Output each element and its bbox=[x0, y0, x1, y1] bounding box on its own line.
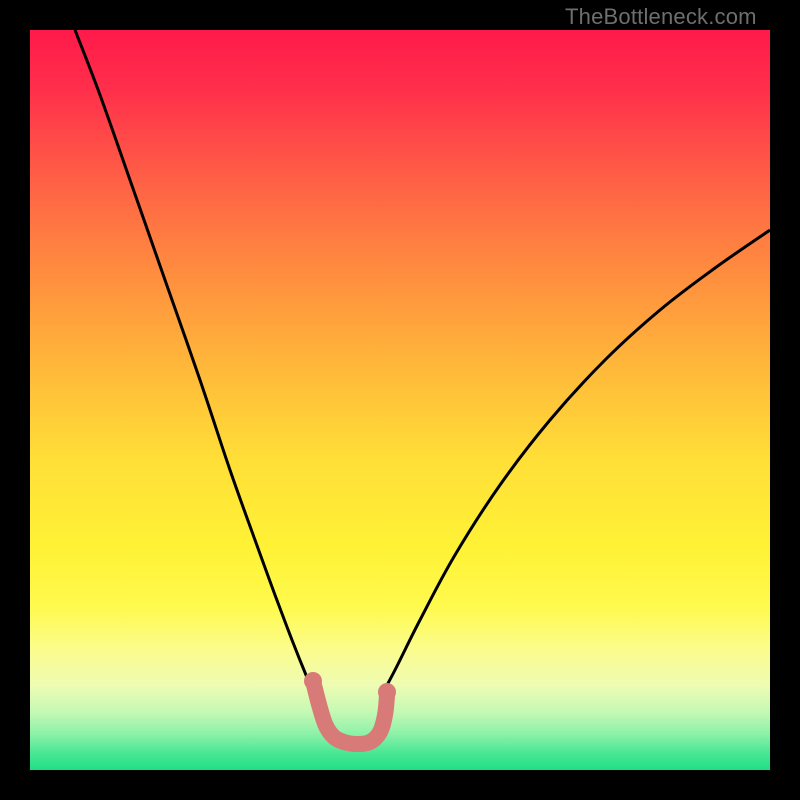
plot-area bbox=[30, 30, 770, 770]
chart-svg bbox=[30, 30, 770, 770]
curve-left bbox=[75, 30, 316, 698]
bottom-marker-dot-1 bbox=[378, 683, 396, 701]
bottom-marker bbox=[314, 685, 387, 744]
curve-right bbox=[380, 230, 770, 698]
bottom-marker-dot-0 bbox=[304, 672, 322, 690]
watermark-text: TheBottleneck.com bbox=[565, 4, 757, 30]
